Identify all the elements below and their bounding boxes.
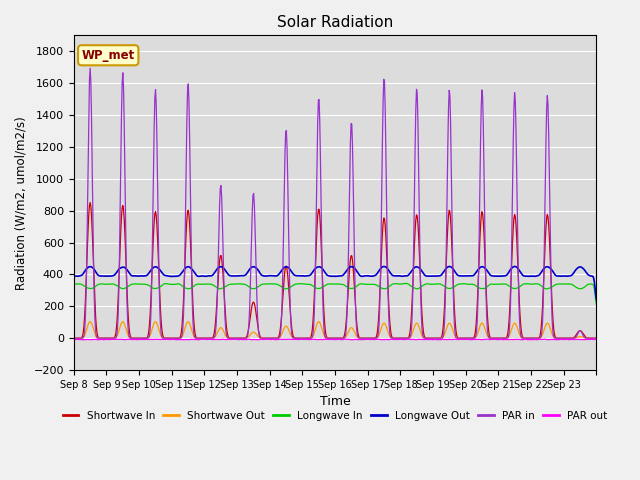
PAR in: [274, 336, 282, 341]
Line: Longwave In: Longwave In: [74, 283, 596, 304]
Longwave In: [131, 281, 139, 287]
Shortwave In: [86, 200, 94, 205]
PAR out: [228, 336, 236, 342]
Shortwave In: [274, 335, 282, 341]
Shortwave In: [390, 335, 397, 341]
Longwave In: [389, 281, 397, 287]
Longwave Out: [593, 297, 600, 302]
Longwave Out: [253, 266, 261, 272]
Longwave In: [419, 283, 426, 288]
PAR in: [419, 332, 426, 338]
Shortwave Out: [132, 336, 140, 341]
Longwave Out: [511, 264, 518, 269]
Longwave Out: [227, 273, 235, 279]
Longwave Out: [70, 273, 77, 279]
Longwave Out: [389, 273, 397, 278]
Shortwave Out: [419, 334, 426, 339]
Shortwave In: [419, 321, 426, 327]
Longwave In: [593, 301, 600, 307]
PAR out: [79, 337, 87, 343]
Shortwave Out: [228, 336, 236, 341]
PAR out: [593, 336, 600, 341]
Shortwave In: [70, 336, 77, 341]
Longwave In: [273, 281, 281, 287]
Shortwave In: [228, 336, 236, 341]
Shortwave In: [132, 336, 140, 341]
Shortwave Out: [593, 336, 600, 341]
Title: Solar Radiation: Solar Radiation: [277, 15, 393, 30]
X-axis label: Time: Time: [320, 396, 351, 408]
Longwave Out: [418, 268, 426, 274]
PAR in: [254, 317, 262, 323]
PAR in: [132, 336, 140, 341]
PAR in: [390, 336, 397, 341]
Line: Longwave Out: Longwave Out: [74, 266, 596, 300]
PAR out: [254, 337, 262, 343]
Line: PAR in: PAR in: [74, 68, 596, 338]
Longwave In: [253, 285, 261, 290]
PAR in: [593, 336, 600, 341]
PAR out: [70, 336, 77, 342]
PAR out: [390, 336, 397, 342]
Shortwave Out: [86, 319, 94, 324]
PAR in: [228, 336, 236, 341]
PAR out: [419, 336, 426, 342]
Longwave Out: [273, 273, 281, 279]
PAR out: [132, 336, 140, 342]
Line: Shortwave Out: Shortwave Out: [74, 322, 596, 338]
Shortwave Out: [70, 336, 77, 341]
Longwave In: [403, 280, 410, 286]
Legend: Shortwave In, Shortwave Out, Longwave In, Longwave Out, PAR in, PAR out: Shortwave In, Shortwave Out, Longwave In…: [58, 407, 612, 425]
Line: PAR out: PAR out: [74, 338, 596, 340]
Longwave In: [227, 281, 235, 287]
Text: WP_met: WP_met: [82, 49, 135, 62]
Shortwave Out: [254, 333, 262, 339]
Y-axis label: Radiation (W/m2, umol/m2/s): Radiation (W/m2, umol/m2/s): [15, 116, 28, 289]
Longwave In: [70, 281, 77, 287]
Shortwave Out: [274, 336, 282, 341]
Shortwave In: [593, 336, 600, 341]
Longwave Out: [131, 273, 139, 279]
Line: Shortwave In: Shortwave In: [74, 203, 596, 338]
PAR in: [70, 336, 77, 341]
PAR in: [86, 65, 94, 71]
Shortwave In: [254, 323, 262, 328]
PAR out: [274, 336, 282, 342]
Shortwave Out: [390, 336, 397, 341]
